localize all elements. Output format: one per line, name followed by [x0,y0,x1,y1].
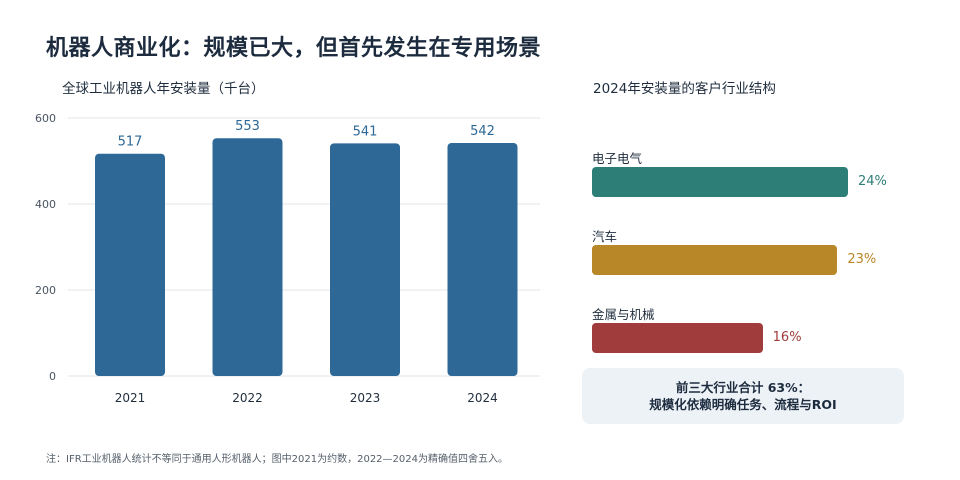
industry-bar [592,323,763,353]
x-tick-label: 2023 [350,391,381,405]
industry-bar [592,245,838,275]
callout-line-2: 规模化依赖明确任务、流程与ROI [649,397,837,412]
industry-value-label: 23% [847,252,877,267]
y-tick-label: 400 [35,198,56,211]
industry-bar [592,167,848,197]
x-tick-label: 2024 [467,391,498,405]
footnote: 注：IFR工业机器人统计不等同于通用人形机器人；图中2021为约数，2022—2… [46,454,508,465]
bar-2023 [330,143,400,376]
industry-value-label: 24% [858,174,887,189]
industry-label: 汽车 [592,229,618,244]
industry-label: 金属与机械 [592,307,655,322]
bar-value-label: 517 [118,135,143,150]
bar-value-label: 553 [235,119,260,134]
summary-callout: 前三大行业合计 63%： 规模化依赖明确任务、流程与ROI [582,368,904,424]
bar-2022 [212,138,283,376]
industry-value-label: 16% [772,330,802,345]
bar-value-label: 542 [470,124,495,139]
page-title: 机器人商业化：规模已大，但首先发生在专用场景 [46,36,542,61]
x-tick-label: 2021 [115,391,146,405]
bar-2024 [447,142,518,376]
x-tick-label: 2022 [232,391,263,405]
industry-chart-title: 2024年安装量的客户行业结构 [593,81,776,97]
y-tick-label: 0 [49,370,56,383]
callout-line-1: 前三大行业合计 63%： [675,380,811,395]
bar-value-label: 541 [353,124,378,139]
industry-label: 电子电气 [592,151,643,166]
installations-chart-title: 全球工业机器人年安装量（千台） [62,81,265,97]
bar-2021 [95,153,165,376]
installations-bar-chart: 0 200 400 600 517 2021 553 2022 541 2023 542 2024 [35,112,540,405]
y-tick-label: 200 [35,284,56,297]
y-tick-label: 600 [35,112,56,125]
